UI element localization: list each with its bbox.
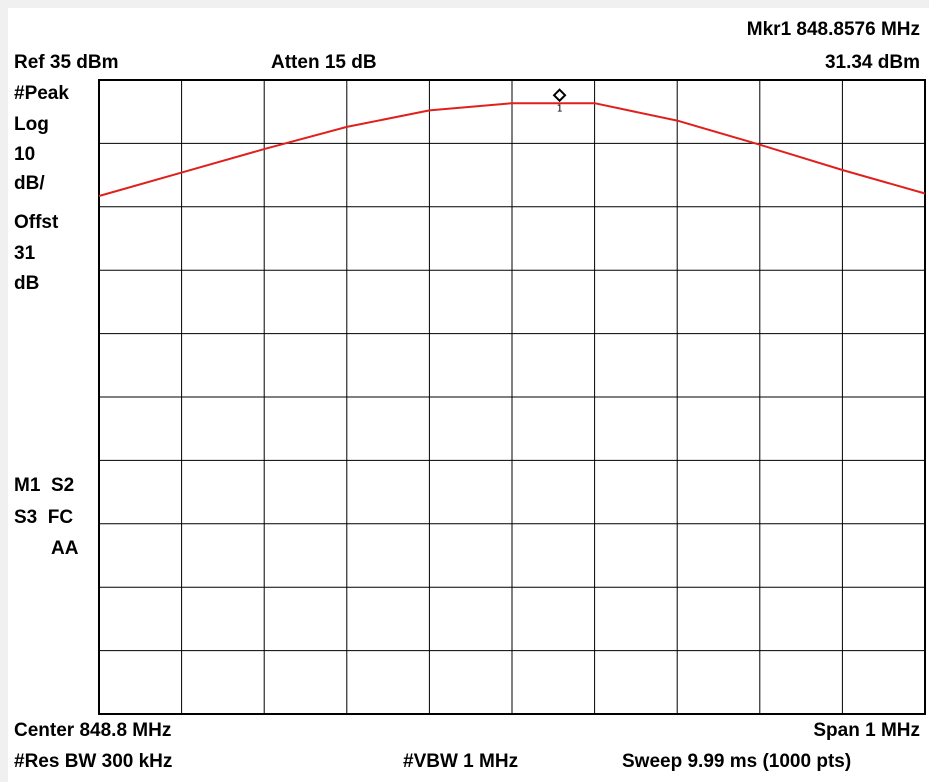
marker-number-label: 1	[557, 104, 563, 115]
resolution-bandwidth: #Res BW 300 kHz	[14, 751, 173, 772]
mode-line-1: M1 S2	[14, 475, 75, 496]
marker-diamond	[552, 88, 567, 103]
scale-type: Log	[14, 114, 49, 135]
trace-group	[98, 102, 926, 197]
marker-readout-amplitude: 31.34 dBm	[824, 52, 920, 73]
spectrum-trace	[98, 102, 926, 197]
offset-value: 31	[14, 243, 36, 264]
reference-level: Ref 35 dBm	[14, 52, 119, 73]
mode-line-3: AA	[51, 538, 79, 559]
analyzer-screen: 1 Mkr1 848.8576 MHz Ref 35 dBm Atten 15 …	[8, 8, 929, 782]
detector-mode: #Peak	[14, 83, 69, 104]
offset-unit: dB	[14, 273, 40, 294]
scale-unit: dB/	[14, 173, 45, 194]
graticule	[98, 79, 926, 715]
spectrum-plot: 1	[98, 79, 926, 715]
center-frequency: Center 848.8 MHz	[14, 720, 172, 741]
sweep-time: Sweep 9.99 ms (1000 pts)	[622, 751, 852, 772]
video-bandwidth: #VBW 1 MHz	[403, 751, 519, 772]
mode-line-2: S3 FC	[14, 507, 74, 528]
attenuation: Atten 15 dB	[271, 52, 377, 73]
marker-group: 1	[552, 88, 567, 115]
span: Span 1 MHz	[813, 720, 920, 741]
scale-value: 10	[14, 144, 36, 165]
marker-readout-frequency: Mkr1 848.8576 MHz	[746, 19, 920, 40]
offset-label: Offst	[14, 212, 59, 233]
